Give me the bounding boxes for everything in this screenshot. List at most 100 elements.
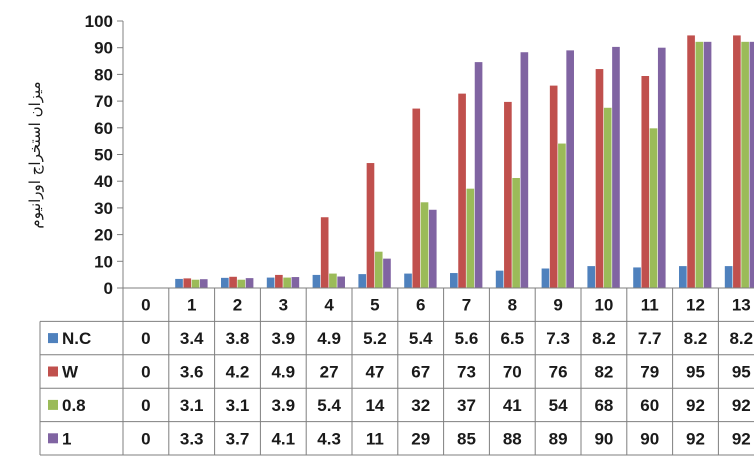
data-cell: 41 [503,396,522,415]
bar-w-11 [641,76,650,288]
category-label: 3 [279,296,288,315]
category-label: 0 [141,296,150,315]
bar-w-8 [504,101,512,288]
data-cell: 85 [457,429,476,448]
bar-1-10 [612,46,620,288]
legend-swatch [48,433,58,444]
bar-nc-1 [175,278,183,288]
data-cell: 3.6 [180,363,204,382]
y-tick-label: 50 [94,146,113,165]
category-label: 10 [594,296,613,315]
data-cell: 8.2 [592,329,616,348]
data-cell: 3.8 [226,329,250,348]
data-cell: 37 [457,396,476,415]
data-cell: 4.9 [271,363,295,382]
data-cell: 92 [732,429,751,448]
bar-08-12 [695,41,704,288]
y-tick-label: 10 [94,252,113,271]
data-cell: 3.3 [180,429,204,448]
data-cell: 82 [594,363,613,382]
category-label: 1 [187,296,196,315]
data-cell: 79 [640,363,659,382]
bar-1-9 [566,50,574,289]
y-tick-label: 30 [94,199,113,218]
data-cell: 54 [549,396,568,415]
bar-1-6 [428,209,437,288]
data-cell: 29 [411,429,430,448]
bar-nc-12 [679,266,687,288]
y-tick-label: 20 [94,226,113,245]
legend-swatch [48,366,58,377]
data-cell: 7.7 [638,329,662,348]
bar-w-13 [733,35,741,288]
category-label: 9 [553,296,562,315]
data-cell: 5.4 [409,329,433,348]
bar-1-5 [383,258,391,288]
bar-w-4 [320,217,329,288]
bar-1-8 [520,52,529,288]
data-cell: 4.1 [271,429,295,448]
legend-label: 0.8 [62,396,86,415]
bar-w-6 [412,108,421,289]
bar-1-11 [657,47,666,289]
data-cell: 0 [141,363,150,382]
data-cell: 11 [366,429,384,448]
bar-w-9 [549,85,558,288]
data-cell: 70 [503,363,522,382]
data-cell: 67 [411,363,430,382]
data-cell: 27 [320,363,339,382]
bar-08-11 [649,128,658,288]
category-label: 7 [462,296,471,315]
bar-1-13 [749,41,754,288]
data-cell: 4.3 [317,429,341,448]
bar-08-10 [603,107,612,289]
data-cell: 89 [549,429,568,448]
bar-nc-5 [358,274,367,288]
bar-1-7 [474,62,483,289]
bar-1-2 [245,278,254,288]
legend-label: W [62,363,79,382]
data-cell: 88 [503,429,522,448]
bar-08-7 [466,188,475,288]
data-cell: 60 [640,396,659,415]
bar-1-12 [703,41,712,288]
bar-nc-4 [312,274,321,288]
data-cell: 5.2 [363,329,387,348]
data-cell: 0 [141,396,150,415]
data-cell: 8.2 [729,329,753,348]
y-tick-label: 80 [94,65,113,84]
data-cell: 4.9 [317,329,341,348]
data-cell: 92 [686,396,705,415]
y-tick-label: 70 [94,92,113,111]
bar-nc-8 [495,270,504,288]
bar-nc-3 [266,277,275,288]
bar-08-9 [558,143,566,288]
bar-nc-6 [404,273,412,288]
data-cell: 32 [411,396,430,415]
category-label: 2 [233,296,242,315]
data-cell: 7.3 [546,329,570,348]
data-cell: 3.9 [271,329,295,348]
data-cell: 47 [365,363,384,382]
bar-w-12 [687,35,695,288]
data-cell: 0 [141,429,150,448]
bar-w-7 [458,93,466,289]
bar-nc-11 [633,267,641,288]
data-cell: 3.1 [180,396,204,415]
data-cell: 92 [686,429,705,448]
data-cell: 3.7 [226,429,250,448]
bar-w-5 [366,163,375,288]
bar-1-3 [291,277,300,288]
data-cell: 3.9 [271,396,295,415]
bar-08-2 [237,279,246,288]
data-cell: 3.4 [180,329,204,348]
category-label: 5 [370,296,379,315]
category-label: 12 [686,296,705,315]
bar-1-4 [337,276,345,288]
bar-nc-10 [587,266,596,288]
bar-1-1 [199,279,208,288]
data-cell: 90 [594,429,613,448]
bar-08-8 [512,177,520,288]
bar-08-4 [329,273,337,288]
data-cell: 76 [549,363,568,382]
